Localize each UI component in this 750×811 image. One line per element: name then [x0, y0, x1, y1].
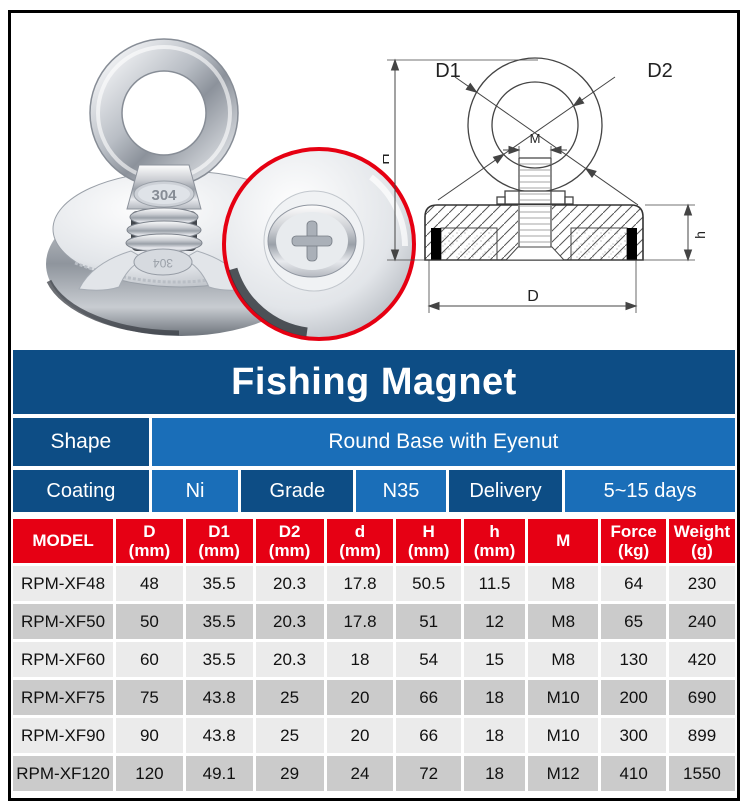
threaded-stud	[518, 157, 552, 247]
col-weight: Weight (g)	[668, 519, 735, 563]
cell-model: RPM-XF90	[13, 718, 114, 753]
col-model: MODEL	[13, 519, 114, 563]
outer-frame: 304 304	[8, 10, 740, 801]
stamp-304: 304	[151, 187, 177, 204]
col-force: Force (kg)	[601, 519, 666, 563]
cell-model: RPM-XF50	[13, 604, 114, 639]
stamp-304-lower: 304	[153, 256, 173, 270]
cell-model: RPM-XF48	[13, 566, 114, 601]
top-area: 304 304	[11, 13, 737, 350]
col-h-base: h (mm)	[463, 519, 526, 563]
dimension-labels: D1 D2 M H h D	[383, 60, 708, 305]
table-row: RPM-XF48 48 35.5 20.3 17.8 50.5 11.5 M8 …	[13, 566, 735, 601]
shape-row: Shape Round Base with Eyenut	[13, 418, 735, 466]
delivery-label: Delivery	[448, 470, 563, 512]
shape-value: Round Base with Eyenut	[151, 418, 735, 466]
table-row: RPM-XF120 120 49.1 29 24 72 18 M12 410 1…	[13, 756, 735, 791]
table-row: RPM-XF75 75 43.8 25 20 66 18 M10 200 690	[13, 680, 735, 715]
collar-stack	[125, 207, 203, 253]
label-d2: D2	[647, 60, 673, 82]
eyebolt-shank: 304	[126, 164, 202, 210]
coating-value: Ni	[151, 470, 239, 512]
coating-row: Coating Ni Grade N35 Delivery 5~15 days	[13, 470, 735, 512]
grade-label: Grade	[241, 470, 354, 512]
coating-label: Coating	[13, 470, 149, 512]
col-d-small: d (mm)	[326, 519, 394, 563]
col-d: D (mm)	[116, 519, 183, 563]
label-h-base: h	[692, 231, 708, 239]
col-d1: D1 (mm)	[185, 519, 253, 563]
col-m: M	[528, 519, 599, 563]
shape-label: Shape	[13, 418, 149, 466]
spec-section: Fishing Magnet Shape Round Base with Eye…	[13, 350, 735, 794]
label-d-base: D	[527, 288, 539, 305]
base-cross-section	[424, 204, 644, 261]
tech-diagram: D1 D2 M H h D	[383, 57, 708, 313]
cell-model: RPM-XF120	[13, 756, 114, 791]
label-d1: D1	[435, 60, 461, 82]
table-header-row: MODEL D (mm) D1 (mm) D2 (mm) d (mm) H (mm) h(…	[13, 519, 735, 563]
col-h-total: H (mm)	[396, 519, 461, 563]
product-photo: 304 304	[46, 38, 416, 341]
phillips-screw-icon	[291, 220, 333, 262]
cell-model: RPM-XF60	[13, 642, 114, 677]
table-row: RPM-XF50 50 35.5 20.3 17.8 51 12 M8 65 2…	[13, 604, 735, 639]
dimension-lines	[387, 58, 695, 313]
delivery-value: 5~15 days	[565, 470, 735, 512]
col-d2: D2 (mm)	[255, 519, 324, 563]
label-h-total: H	[383, 153, 393, 165]
table-row: RPM-XF90 90 43.8 25 20 66 18 M10 300 899	[13, 718, 735, 753]
spec-table: MODEL D (mm) D1 (mm) D2 (mm) d (mm) H (mm) h(…	[11, 516, 737, 794]
cell-model: RPM-XF75	[13, 680, 114, 715]
label-m: M	[530, 131, 541, 146]
closeup-inset	[222, 147, 416, 341]
grade-value: N35	[356, 470, 446, 512]
table-row: RPM-XF60 60 35.5 20.3 18 54 15 M8 130 42…	[13, 642, 735, 677]
page-title: Fishing Magnet	[13, 350, 735, 414]
